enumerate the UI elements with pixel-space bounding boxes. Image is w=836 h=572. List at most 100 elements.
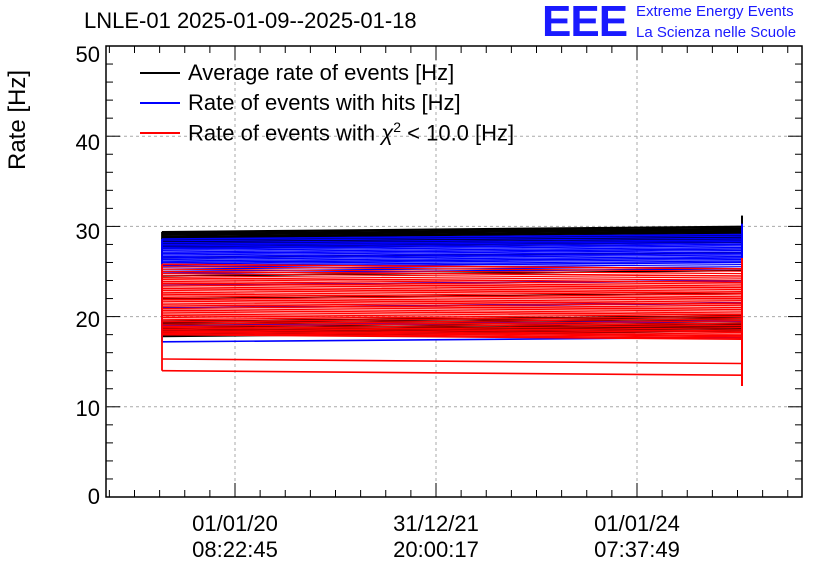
legend-swatch bbox=[140, 72, 180, 74]
series-line bbox=[161, 273, 743, 279]
logo-line-2: La Scienza nelle Scuole bbox=[636, 24, 797, 41]
frame bbox=[105, 45, 803, 498]
legend-swatch bbox=[140, 102, 180, 104]
legend-label: Average rate of events [Hz] bbox=[188, 60, 455, 85]
series-line bbox=[161, 257, 743, 264]
series-line bbox=[161, 369, 743, 377]
series-line bbox=[161, 304, 743, 311]
series-line bbox=[161, 275, 743, 281]
series-line bbox=[161, 318, 743, 325]
series-line bbox=[161, 280, 743, 287]
series-line bbox=[161, 297, 743, 303]
series-line bbox=[161, 240, 743, 247]
series-line bbox=[161, 251, 743, 258]
legend-label: Rate of events with χ2 < 10.0 [Hz] bbox=[188, 119, 515, 146]
series-line bbox=[161, 293, 743, 300]
x-tick-label: 01/01/20 08:22:45 bbox=[165, 511, 305, 563]
x-tick-time: 08:22:45 bbox=[192, 537, 278, 562]
series-line bbox=[161, 295, 743, 301]
series-line bbox=[161, 248, 743, 255]
series-line bbox=[161, 255, 743, 262]
series-line bbox=[161, 242, 743, 249]
series-line bbox=[161, 231, 743, 239]
series-line bbox=[161, 254, 743, 261]
series-line bbox=[161, 270, 743, 277]
series-line bbox=[161, 249, 743, 256]
series-line bbox=[161, 245, 743, 252]
series-line bbox=[161, 298, 743, 305]
series-line bbox=[161, 287, 743, 294]
series-line bbox=[161, 300, 743, 307]
series-line bbox=[161, 311, 743, 318]
y-tick-label: 50 bbox=[75, 42, 100, 67]
series-line bbox=[161, 327, 743, 334]
y-tick-label: 40 bbox=[75, 130, 100, 155]
series-line bbox=[161, 232, 743, 239]
series-line bbox=[161, 233, 743, 240]
chart-title: LNLE-01 2025-01-09--2025-01-18 bbox=[84, 8, 417, 33]
series-line bbox=[161, 246, 743, 253]
x-tick-date: 01/01/24 bbox=[594, 511, 680, 536]
series-line bbox=[161, 237, 743, 244]
series-line bbox=[161, 239, 743, 246]
series-line bbox=[161, 322, 743, 329]
series-line bbox=[161, 320, 743, 327]
series-2 bbox=[161, 257, 743, 387]
series-line bbox=[161, 316, 743, 323]
y-tick-label: 20 bbox=[75, 307, 100, 332]
series-line bbox=[161, 263, 743, 270]
logo-line-1: Extreme Energy Events bbox=[636, 3, 794, 20]
series-line bbox=[161, 333, 743, 340]
x-tick-date: 31/12/21 bbox=[393, 511, 479, 536]
series-group bbox=[161, 215, 743, 387]
axis-ticks bbox=[106, 45, 802, 498]
series-line bbox=[161, 252, 743, 259]
series-line bbox=[161, 309, 743, 316]
y-tick-label: 30 bbox=[75, 219, 100, 244]
series-line bbox=[161, 284, 743, 291]
x-tick-date: 01/01/20 bbox=[192, 511, 278, 536]
y-axis-label: Rate [Hz] bbox=[4, 69, 31, 170]
x-tick-label: 31/12/21 20:00:17 bbox=[366, 511, 506, 563]
series-line bbox=[161, 358, 743, 365]
series-line bbox=[161, 313, 743, 320]
series-line bbox=[161, 277, 743, 284]
series-line bbox=[161, 286, 743, 292]
series-line bbox=[161, 227, 743, 235]
legend-swatch bbox=[140, 132, 180, 134]
series-line bbox=[161, 258, 743, 265]
series-line bbox=[161, 230, 743, 237]
series-line bbox=[161, 228, 743, 236]
y-tick-label: 10 bbox=[75, 396, 100, 421]
series-line bbox=[161, 225, 743, 233]
legend-entry-chi2: Rate of events with χ2 < 10.0 [Hz] bbox=[140, 119, 515, 146]
series-line bbox=[161, 261, 743, 268]
series-line bbox=[161, 306, 743, 312]
x-tick-time: 20:00:17 bbox=[393, 537, 479, 562]
x-tick-label: 01/01/24 07:37:49 bbox=[567, 511, 707, 563]
x-tick-time: 07:37:49 bbox=[594, 537, 680, 562]
series-line bbox=[161, 330, 743, 337]
series-line bbox=[161, 331, 743, 338]
series-line bbox=[161, 332, 743, 339]
series-line bbox=[161, 279, 743, 285]
series-line bbox=[161, 325, 743, 332]
series-line bbox=[161, 282, 743, 289]
series-line bbox=[161, 243, 743, 250]
series-line bbox=[161, 314, 743, 322]
eee-logo: EEE bbox=[542, 0, 628, 46]
series-line bbox=[161, 266, 743, 272]
series-line bbox=[161, 235, 743, 242]
series-line bbox=[161, 229, 743, 237]
series-line bbox=[161, 302, 743, 309]
series-line bbox=[161, 226, 743, 234]
legend-entry-average: Average rate of events [Hz] bbox=[140, 60, 454, 86]
series-line bbox=[161, 291, 743, 298]
legend-entry-hits: Rate of events with hits [Hz] bbox=[140, 90, 461, 116]
legend-label: Rate of events with hits [Hz] bbox=[188, 90, 461, 115]
series-line bbox=[161, 328, 743, 335]
series-line bbox=[161, 268, 743, 275]
series-line bbox=[161, 289, 743, 296]
y-tick-label: 0 bbox=[87, 484, 100, 509]
